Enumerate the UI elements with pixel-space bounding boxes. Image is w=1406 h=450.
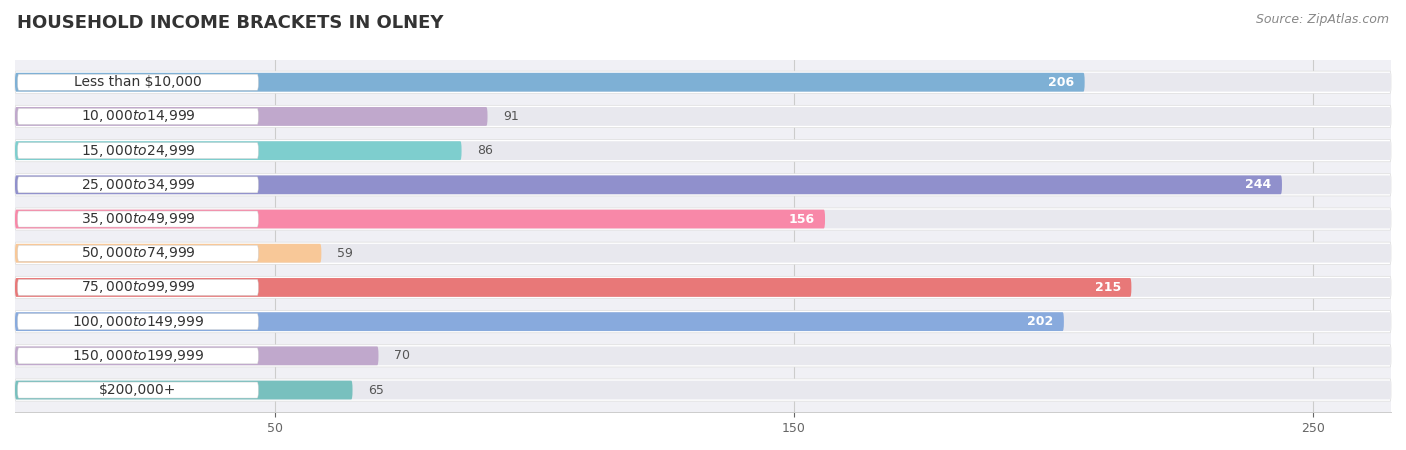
FancyBboxPatch shape [15,244,1391,263]
FancyBboxPatch shape [18,143,259,159]
FancyBboxPatch shape [15,107,1391,126]
FancyBboxPatch shape [15,310,1391,333]
FancyBboxPatch shape [18,108,259,125]
FancyBboxPatch shape [15,73,1391,92]
Text: $25,000 to $34,999: $25,000 to $34,999 [80,177,195,193]
Text: 206: 206 [1047,76,1074,89]
FancyBboxPatch shape [15,278,1132,297]
Text: 244: 244 [1246,178,1271,191]
FancyBboxPatch shape [15,71,1391,93]
FancyBboxPatch shape [15,208,1391,230]
FancyBboxPatch shape [15,346,1391,365]
Text: $10,000 to $14,999: $10,000 to $14,999 [80,108,195,125]
Text: Source: ZipAtlas.com: Source: ZipAtlas.com [1256,14,1389,27]
FancyBboxPatch shape [15,210,825,229]
Text: $35,000 to $49,999: $35,000 to $49,999 [80,211,195,227]
FancyBboxPatch shape [15,381,1391,400]
Text: 65: 65 [368,383,384,396]
Text: $200,000+: $200,000+ [100,383,177,397]
FancyBboxPatch shape [15,107,488,126]
Text: 202: 202 [1028,315,1053,328]
Text: $150,000 to $199,999: $150,000 to $199,999 [72,348,204,364]
FancyBboxPatch shape [15,276,1391,298]
FancyBboxPatch shape [15,176,1282,194]
FancyBboxPatch shape [15,140,1391,162]
FancyBboxPatch shape [15,312,1064,331]
FancyBboxPatch shape [15,73,1084,92]
FancyBboxPatch shape [15,242,1391,264]
Text: 59: 59 [337,247,353,260]
Text: 156: 156 [789,212,814,225]
Text: 70: 70 [394,349,411,362]
FancyBboxPatch shape [18,74,259,90]
Text: Less than $10,000: Less than $10,000 [75,75,202,89]
Text: 215: 215 [1095,281,1121,294]
FancyBboxPatch shape [15,141,1391,160]
FancyBboxPatch shape [18,382,259,398]
FancyBboxPatch shape [18,211,259,227]
FancyBboxPatch shape [18,279,259,296]
FancyBboxPatch shape [15,346,378,365]
FancyBboxPatch shape [15,345,1391,367]
Text: $100,000 to $149,999: $100,000 to $149,999 [72,314,204,330]
FancyBboxPatch shape [15,381,353,400]
Text: $75,000 to $99,999: $75,000 to $99,999 [80,279,195,296]
FancyBboxPatch shape [15,141,461,160]
FancyBboxPatch shape [15,379,1391,401]
FancyBboxPatch shape [18,245,259,261]
FancyBboxPatch shape [15,176,1391,194]
FancyBboxPatch shape [18,314,259,330]
FancyBboxPatch shape [15,210,1391,229]
FancyBboxPatch shape [18,177,259,193]
Text: $15,000 to $24,999: $15,000 to $24,999 [80,143,195,159]
Text: 91: 91 [503,110,519,123]
FancyBboxPatch shape [18,348,259,364]
FancyBboxPatch shape [15,174,1391,196]
Text: HOUSEHOLD INCOME BRACKETS IN OLNEY: HOUSEHOLD INCOME BRACKETS IN OLNEY [17,14,443,32]
FancyBboxPatch shape [15,244,322,263]
FancyBboxPatch shape [15,105,1391,127]
FancyBboxPatch shape [15,312,1391,331]
Text: 86: 86 [477,144,494,157]
Text: $50,000 to $74,999: $50,000 to $74,999 [80,245,195,261]
FancyBboxPatch shape [15,278,1391,297]
